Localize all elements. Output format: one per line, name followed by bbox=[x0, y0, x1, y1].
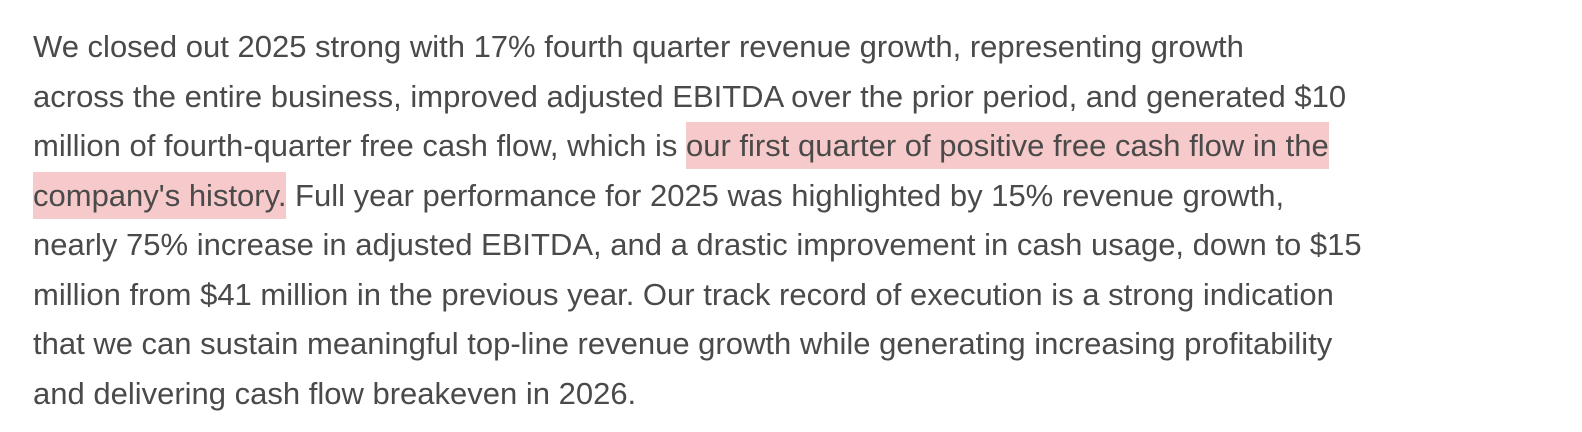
paragraph-line-1: We closed out 2025 strong with 17% fourt… bbox=[33, 29, 1244, 64]
paragraph-line-3: million of fourth-quarter free cash flow… bbox=[33, 121, 1528, 171]
paragraph-line-7: that we can sustain meaningful top-line … bbox=[33, 326, 1333, 361]
paragraph-line-5: nearly 75% increase in adjusted EBITDA, … bbox=[33, 227, 1362, 262]
document-paragraph: We closed out 2025 strong with 17% fourt… bbox=[33, 22, 1528, 418]
highlighted-text[interactable]: our first quarter of positive free cash … bbox=[686, 122, 1329, 169]
highlighted-text[interactable]: company's history. bbox=[33, 171, 287, 219]
paragraph-line-4: company's history. Full year performance… bbox=[33, 171, 1528, 221]
paragraph-text: Full year performance for 2025 was highl… bbox=[286, 177, 1285, 213]
paragraph-text: million of fourth-quarter free cash flow… bbox=[33, 128, 686, 163]
paragraph-line-8: and delivering cash flow breakeven in 20… bbox=[33, 375, 637, 411]
paragraph-line-6: million from $41 million in the previous… bbox=[33, 276, 1334, 312]
paragraph-line-2: across the entire business, improved adj… bbox=[33, 78, 1347, 114]
